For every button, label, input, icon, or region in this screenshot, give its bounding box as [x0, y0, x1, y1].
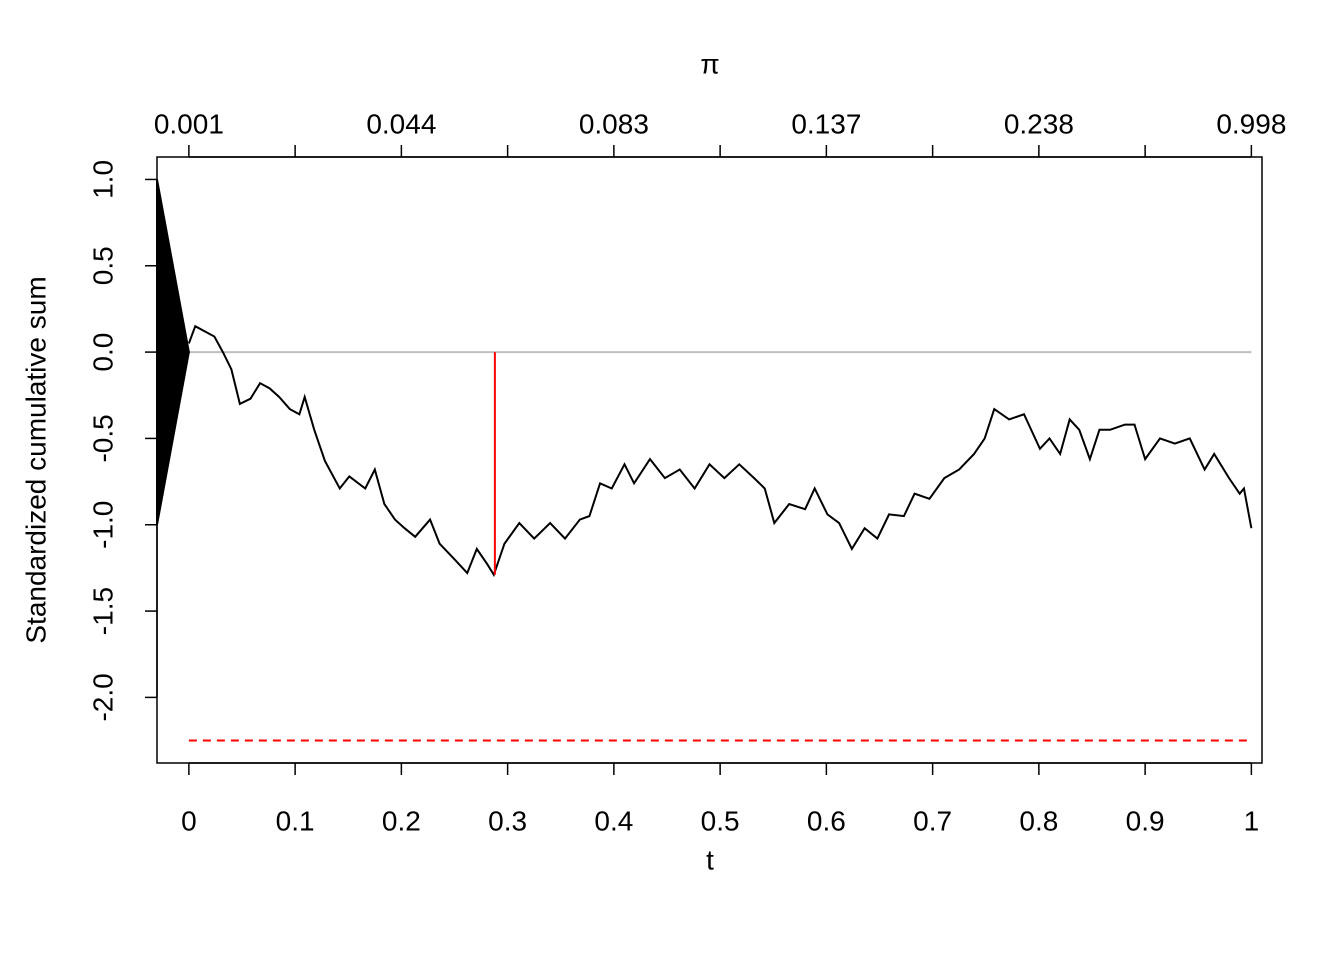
x2-tick-label: 0.001	[154, 108, 224, 139]
area	[156, 179, 190, 525]
x-tick-label: 0.9	[1126, 805, 1165, 836]
x-axis-label: t	[706, 844, 714, 875]
x2-tick-label: 0.044	[366, 108, 436, 139]
x-tick-label: 0	[181, 805, 197, 836]
x2-tick-label: 0.998	[1216, 108, 1286, 139]
x-tick-label: 0.1	[276, 805, 315, 836]
x-tick-label: 0.2	[382, 805, 421, 836]
y-tick-label: -1.0	[87, 501, 118, 549]
x-tick-label: 1	[1244, 805, 1260, 836]
y-tick-label: 0.0	[87, 333, 118, 372]
x-tick-label: 0.5	[701, 805, 740, 836]
x-tick-label: 0.6	[807, 805, 846, 836]
x2-tick-label: 0.137	[791, 108, 861, 139]
x2-tick-label: 0.238	[1004, 108, 1074, 139]
x-tick-label: 0.3	[488, 805, 527, 836]
y-tick-label: 0.5	[87, 246, 118, 285]
y-tick-label: -2.0	[87, 673, 118, 721]
x-tick-label: 0.7	[913, 805, 952, 836]
line	[187, 324, 1253, 578]
x-tick-label: 0.8	[1019, 805, 1058, 836]
y-axis-label: Standardized cumulative sum	[20, 276, 51, 643]
x2-axis-label: π	[700, 48, 719, 79]
x-tick-label: 0.4	[594, 805, 633, 836]
x2-tick-label: 0.083	[579, 108, 649, 139]
y-tick-label: -1.5	[87, 587, 118, 635]
plot-box	[156, 156, 1263, 764]
y-tick-label: -0.5	[87, 414, 118, 462]
y-tick-label: 1.0	[87, 160, 118, 199]
